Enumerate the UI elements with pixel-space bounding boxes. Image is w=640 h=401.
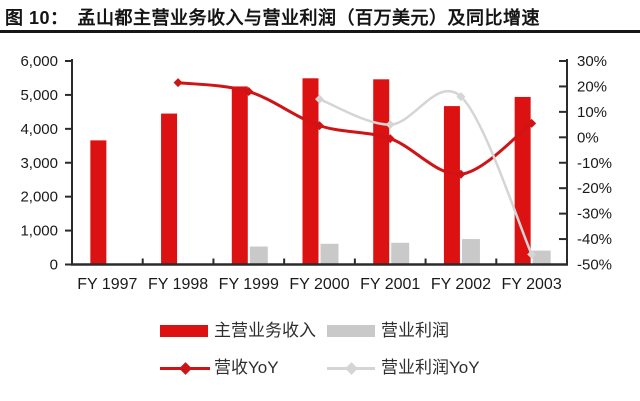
bar-revenue xyxy=(373,79,390,265)
x-category-label: FY 1997 xyxy=(77,276,137,293)
y-right-tick-label: -20% xyxy=(577,180,612,197)
header-underline xyxy=(0,30,640,33)
bar-revenue xyxy=(514,96,531,265)
bar-revenue xyxy=(90,140,107,265)
y-left-tick-label: 4,000 xyxy=(20,121,58,138)
y-left-tick-label: 5,000 xyxy=(20,87,58,104)
diamond-marker-icon xyxy=(385,134,395,144)
y-right-tick-label: -50% xyxy=(577,257,612,274)
bar-profit xyxy=(532,250,551,265)
y-right-tick-label: 20% xyxy=(577,78,607,95)
y-right-tick-label: -10% xyxy=(577,155,612,172)
diamond-marker-icon xyxy=(315,94,324,104)
legend-label-revenue: 主营业务收入 xyxy=(214,321,316,340)
x-category-label: FY 1998 xyxy=(148,276,208,293)
x-category-label: FY 2002 xyxy=(431,276,491,293)
y-left-tick-label: 0 xyxy=(50,257,58,274)
legend-label-profit-yoy: 营业利润YoY xyxy=(381,358,480,377)
bar-revenue xyxy=(231,86,248,265)
line-profit-yoy xyxy=(318,89,533,256)
x-category-label: FY 2001 xyxy=(360,276,420,293)
y-left-tick-label: 6,000 xyxy=(20,53,58,70)
diamond-marker-icon xyxy=(527,118,537,128)
bar-profit xyxy=(320,243,339,265)
figure-number: 图 10： xyxy=(5,8,69,28)
x-category-label: FY 1999 xyxy=(219,276,279,293)
bar-profit xyxy=(461,239,480,265)
y-right-tick-label: -30% xyxy=(577,206,612,223)
figure-header: 图 10： 孟山都主营业务收入与营业利润（百万美元）及同比增速 xyxy=(5,4,637,30)
line-revenue-yoy xyxy=(176,81,534,176)
y-right-tick-label: 0% xyxy=(577,129,599,146)
x-category-label: FY 2000 xyxy=(289,276,349,293)
bar-profit xyxy=(249,246,268,265)
diamond-marker-icon xyxy=(315,121,324,131)
legend-swatch-revenue xyxy=(160,325,208,337)
legend-swatch-profit xyxy=(327,325,375,337)
y-right-tick-label: 10% xyxy=(577,104,607,121)
diamond-marker-icon xyxy=(456,92,466,102)
diamond-marker-icon xyxy=(385,120,395,130)
bar-revenue xyxy=(161,113,178,265)
bar-revenue xyxy=(443,106,460,265)
legend-label-profit: 营业利润 xyxy=(381,321,449,340)
bar-profit xyxy=(391,242,410,265)
y-right-tick-label: 30% xyxy=(577,53,607,70)
diamond-marker-icon xyxy=(527,249,537,259)
figure-title: 孟山都主营业务收入与营业利润（百万美元）及同比增速 xyxy=(77,8,541,28)
diamond-marker-icon xyxy=(173,78,183,88)
diamond-marker-icon xyxy=(456,169,466,179)
x-category-label: FY 2003 xyxy=(502,276,562,293)
y-left-tick-label: 2,000 xyxy=(20,189,58,206)
y-left-tick-label: 3,000 xyxy=(20,155,58,172)
diamond-marker-icon xyxy=(244,87,254,97)
bar-revenue xyxy=(302,78,319,265)
y-left-tick-label: 1,000 xyxy=(20,223,58,240)
legend-label-revenue-yoy: 营收YoY xyxy=(214,358,279,377)
y-right-tick-label: -40% xyxy=(577,231,612,248)
